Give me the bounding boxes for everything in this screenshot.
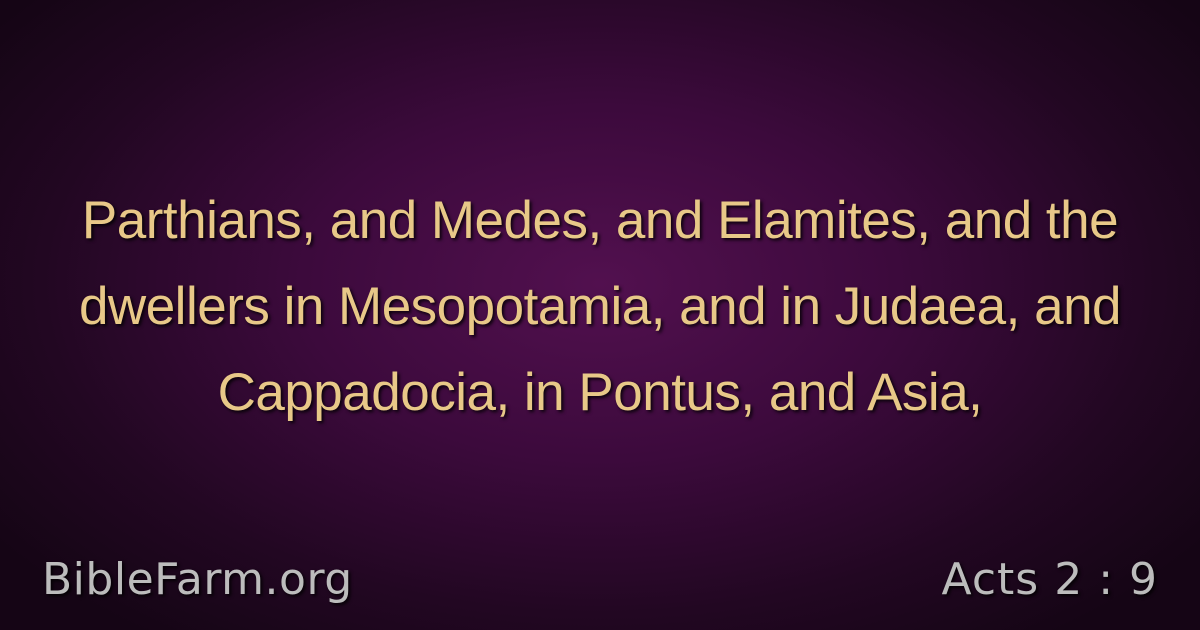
site-name: BibleFarm.org xyxy=(42,554,353,605)
verse-reference: Acts 2 : 9 xyxy=(941,554,1158,605)
verse-text: Parthians, and Medes, and Elamites, and … xyxy=(78,191,1122,422)
